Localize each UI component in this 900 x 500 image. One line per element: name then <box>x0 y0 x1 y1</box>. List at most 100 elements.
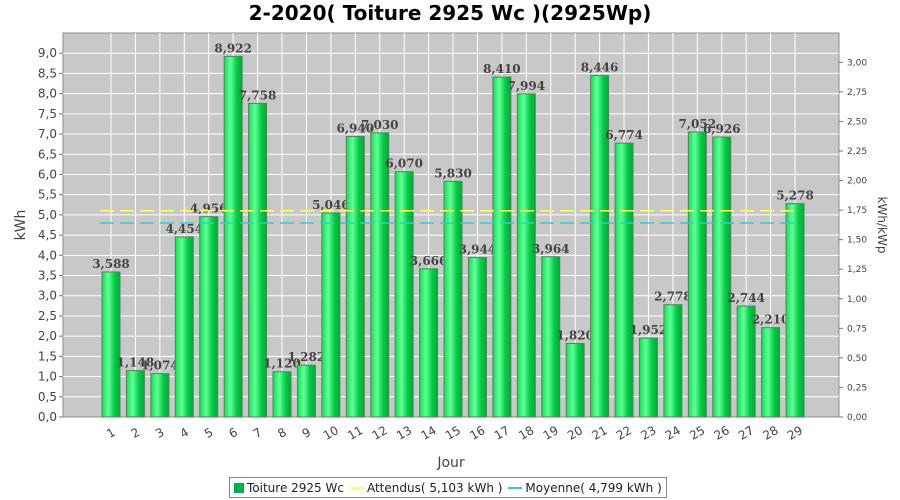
bar-day-5 <box>199 216 219 418</box>
y-tick-label: 5,0 <box>38 208 57 222</box>
y2-tick-label: 2,00 <box>847 177 867 187</box>
y2-tick-label: 1,25 <box>847 265 867 275</box>
y2-tick-label: 1,50 <box>847 236 867 246</box>
data-label-day-1: 3,588 <box>92 257 130 271</box>
y-tick-label: 7,5 <box>38 107 57 121</box>
legend-swatch-moyenne <box>508 486 523 489</box>
x-tick-label: 8 <box>275 425 289 441</box>
x-tick-label: 18 <box>516 423 536 443</box>
y-tick-label: 6,5 <box>38 147 57 161</box>
bar-day-7 <box>248 102 268 418</box>
data-label-day-23: 1,952 <box>630 323 668 337</box>
data-label-day-8: 1,120 <box>263 357 301 371</box>
x-tick-label: 3 <box>153 425 167 441</box>
x-tick-label: 22 <box>614 423 634 443</box>
y-tick-label: 4,5 <box>38 228 57 242</box>
y2-tick-label: 2,50 <box>847 117 867 127</box>
x-tick-label: 19 <box>541 423 561 443</box>
bar-day-17 <box>492 76 512 418</box>
y-tick-label: 1,5 <box>38 349 57 363</box>
y-tick-label: 1,0 <box>38 370 57 384</box>
data-label-day-25: 7,052 <box>679 117 717 131</box>
bar-day-13 <box>394 171 414 418</box>
data-label-day-22: 6,774 <box>605 128 643 142</box>
chart-title: 2-2020( Toiture 2925 Wc )(2925Wp) <box>249 1 652 25</box>
data-label-day-20: 1,820 <box>556 328 594 342</box>
bar-day-29 <box>785 203 805 418</box>
x-tick-label: 15 <box>443 423 463 443</box>
data-label-day-5: 4,956 <box>190 202 228 216</box>
y2-tick-label: 1,75 <box>847 206 867 216</box>
y2-tick-label: 0,75 <box>847 324 867 334</box>
x-tick-label: 24 <box>663 423 683 443</box>
chart-legend: Toiture 2925 Wc Attendus( 5,103 kWh ) Mo… <box>229 477 667 498</box>
y2-tick-label: 3,00 <box>847 58 867 68</box>
y2-tick-label: 0,50 <box>847 354 867 364</box>
y-tick-label: 2,0 <box>38 329 57 343</box>
y-tick-label: 8,0 <box>38 87 57 101</box>
x-tick-label: 6 <box>226 425 240 441</box>
bar-day-16 <box>467 257 487 418</box>
bar-day-12 <box>370 132 390 418</box>
y2-tick-label: 0,00 <box>847 413 867 423</box>
legend-item-attendus: Attendus( 5,103 kWh ) <box>349 480 503 495</box>
y2-axis-title: kWh/kWp <box>875 197 889 254</box>
data-label-day-6: 8,922 <box>214 41 252 55</box>
x-tick-label: 29 <box>785 423 805 443</box>
bar-day-6 <box>223 55 243 418</box>
data-label-day-9: 1,282 <box>288 350 326 364</box>
legend-label-moyenne: Moyenne( 4,799 kWh ) <box>525 480 662 495</box>
data-label-day-24: 2,778 <box>654 290 692 304</box>
bar-day-24 <box>663 304 683 418</box>
legend-swatch-attendus <box>349 486 364 489</box>
x-tick-label: 17 <box>492 423 512 443</box>
x-tick-label: 27 <box>736 423 756 443</box>
y-tick-label: 6,0 <box>38 167 57 181</box>
legend-label-attendus: Attendus( 5,103 kWh ) <box>366 480 503 495</box>
data-label-day-3: 1,074 <box>141 359 179 373</box>
bar-day-15 <box>443 180 463 418</box>
bar-day-3 <box>150 373 170 418</box>
y-tick-label: 8,5 <box>38 66 57 80</box>
data-label-day-2: 1,148 <box>117 356 155 370</box>
bar-day-18 <box>516 93 536 418</box>
x-tick-label: 9 <box>300 425 314 441</box>
data-label-day-13: 6,070 <box>385 157 423 171</box>
bar-day-20 <box>565 342 585 418</box>
x-tick-label: 5 <box>202 425 216 441</box>
y2-tick-label: 2,25 <box>847 147 867 157</box>
bar-day-22 <box>614 142 634 418</box>
data-label-day-11: 6,940 <box>337 121 375 135</box>
x-tick-label: 4 <box>177 425 191 441</box>
bar-day-8 <box>272 371 292 418</box>
y-tick-label: 7,0 <box>38 127 57 141</box>
data-label-day-16: 3,944 <box>459 243 497 257</box>
legend-item-moyenne: Moyenne( 4,799 kWh ) <box>508 480 662 495</box>
x-tick-label: 21 <box>589 423 609 443</box>
x-tick-label: 25 <box>687 423 707 443</box>
bar-day-25 <box>687 131 707 418</box>
x-axis-title: Jour <box>436 455 465 471</box>
x-tick-label: 16 <box>467 423 487 443</box>
x-tick-label: 2 <box>129 425 143 441</box>
data-label-day-12: 7,030 <box>361 118 399 132</box>
legend-label-series: Toiture 2925 Wc <box>247 480 344 495</box>
bar-day-9 <box>296 364 316 418</box>
data-label-day-4: 4,454 <box>166 222 204 236</box>
data-label-day-17: 8,410 <box>483 62 521 76</box>
bar-day-4 <box>174 236 194 418</box>
x-tick-label: 10 <box>321 423 341 443</box>
x-tick-label: 14 <box>418 423 438 443</box>
y-tick-label: 3,5 <box>38 269 57 283</box>
data-label-day-7: 7,758 <box>239 88 277 102</box>
legend-swatch-series <box>234 482 244 493</box>
x-tick-label: 1 <box>104 425 118 441</box>
data-label-day-27: 2,744 <box>727 291 765 305</box>
bar-day-23 <box>638 337 658 418</box>
x-tick-label: 20 <box>565 423 585 443</box>
bar-day-14 <box>419 268 439 418</box>
data-label-day-28: 2,210 <box>752 313 790 327</box>
data-label-day-15: 5,830 <box>434 166 472 180</box>
